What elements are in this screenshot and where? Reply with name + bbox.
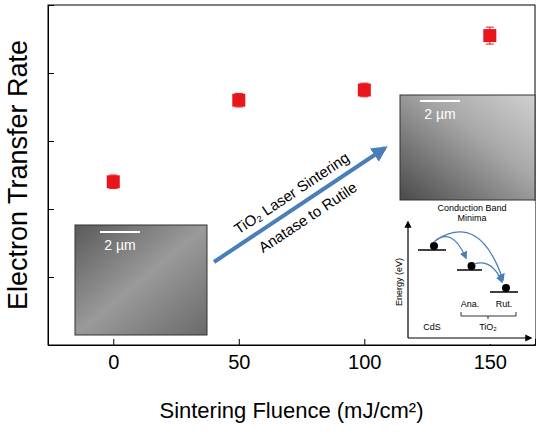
y-axis-line [49,6,55,346]
x-tick-label: 0 [108,351,119,373]
annotation: TiO₂ [479,322,497,332]
y-axis [48,6,54,346]
data-point [107,175,120,188]
inset-background [393,201,535,344]
sem-inset-right: 2 µm [400,95,535,200]
electron [502,284,510,292]
data-point [232,94,245,107]
annotation: Ana. [461,299,480,309]
annotation: 2 µm [424,106,455,122]
annotation: Rut. [496,299,513,309]
y-tick [48,209,54,210]
y-tick-mark [48,141,54,142]
y-tick-mark [48,277,54,278]
x-tick: 100 [348,339,381,373]
y-axis-title: Electron Transfer Rate [3,40,33,310]
annotation: 2 µm [104,237,135,253]
x-tick: 0 [108,339,119,373]
transfer-arrow [436,232,503,280]
sem-inset-left: 2 µm [75,225,207,335]
electron [468,262,476,270]
energy-level [457,269,482,271]
sem-image [75,225,207,335]
y-tick-mark [48,73,54,74]
y-tick [48,141,54,142]
scale-bar [100,231,140,233]
annotation: CdS [423,322,441,332]
y-tick [48,73,54,74]
annotation: Conduction BandMinima [437,203,506,223]
energy-level [490,291,518,293]
sem-image [400,95,535,200]
brace [461,312,516,319]
transfer-arrow [434,237,466,258]
material-axis [408,337,531,338]
x-axis-title: Sintering Fluence (mJ/cm²) [159,398,423,423]
x-tick-label: 50 [228,351,250,373]
annotation: Energy (eV) [394,258,404,306]
chart: 0501001502 µm2 µmTiO₂ Laser SinteringAna… [0,0,543,434]
data-point [483,29,496,42]
plot-area [107,27,497,189]
data-point [358,84,371,97]
x-tick: 50 [228,339,250,373]
scale-bar [420,100,460,102]
energy-axis [407,222,408,338]
transfer-arrow [474,263,502,282]
energy-level [418,249,446,251]
x-tick-label: 150 [474,351,507,373]
x-tick-mark [364,339,365,345]
x-axis: 0 50 100 150 [49,339,536,373]
x-tick: 150 [474,339,507,373]
energy-inset: Conduction BandMinima Energy (eV) CdS Ana. R… [393,201,535,344]
annotation: Anatase to Rutile [255,178,359,256]
sintering-arrow [214,148,385,262]
y-tick-mark [48,209,54,210]
x-tick-mark [113,339,114,345]
x-tick-label: 100 [348,351,381,373]
y-tick [48,277,54,278]
x-tick-mark [239,339,240,345]
electron [430,242,438,250]
plot-frame [48,5,535,345]
